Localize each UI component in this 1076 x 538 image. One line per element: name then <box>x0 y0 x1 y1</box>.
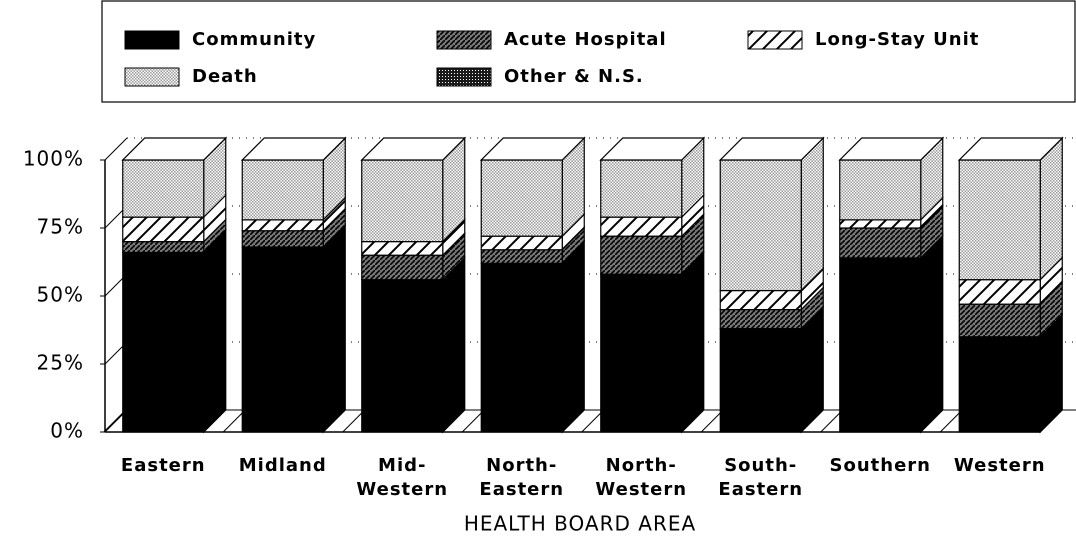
floor-divider <box>581 409 605 433</box>
bar-segment <box>600 235 683 275</box>
bar-segment <box>361 279 444 433</box>
bar-segment <box>241 246 324 433</box>
floor-divider <box>461 409 485 433</box>
x-tick-label: North-Western <box>595 455 687 500</box>
bar-segment <box>480 235 563 251</box>
bar-side <box>681 250 705 434</box>
floor-divider <box>939 409 963 433</box>
bar-segment <box>839 257 922 433</box>
x-tick-label: Mid-Western <box>356 455 448 500</box>
bar-side <box>203 229 227 434</box>
bar-segment <box>958 159 1041 281</box>
legend-label: Long-Stay Unit <box>815 29 979 50</box>
legend-label: Other & N.S. <box>504 66 644 87</box>
bar-side <box>920 234 944 434</box>
bar-top <box>838 137 945 161</box>
legend-label: Community <box>192 29 316 50</box>
bar-segment <box>600 159 683 218</box>
bar-segment <box>361 254 444 281</box>
bar-segment <box>719 289 802 311</box>
bar-side <box>442 256 466 434</box>
bar-top <box>240 137 347 161</box>
tick-connector <box>104 137 128 161</box>
legend-swatch <box>124 30 180 50</box>
floor-divider <box>700 409 724 433</box>
x-tick-label: North-Eastern <box>479 455 564 500</box>
legend-swatch <box>124 67 180 87</box>
bar-segment <box>241 230 324 248</box>
x-tick-label: South-Eastern <box>718 455 803 500</box>
bar-segment <box>839 227 922 259</box>
legend-box <box>101 0 1076 103</box>
y-tick-label: 0% <box>50 419 84 443</box>
bar-segment <box>839 219 922 229</box>
bar-segment <box>122 216 205 243</box>
legend-label: Acute Hospital <box>504 29 667 50</box>
x-tick-label: Western <box>954 455 1046 476</box>
bar-top <box>957 137 1064 161</box>
y-tick-label: 25% <box>37 351 84 375</box>
floor-divider <box>820 409 844 433</box>
bar-segment <box>480 249 563 264</box>
x-tick-label: Southern <box>830 455 931 476</box>
legend-swatch <box>436 30 492 50</box>
bar-segment <box>839 159 922 221</box>
bar-top <box>599 137 706 161</box>
bar-side <box>322 223 346 434</box>
bar-side <box>800 136 824 293</box>
bar-segment <box>241 219 324 232</box>
bar-segment <box>480 262 563 433</box>
floor-divider <box>342 409 366 433</box>
legend-swatch <box>436 67 492 87</box>
bar-segment <box>600 273 683 433</box>
bar-side <box>561 239 585 434</box>
bar-top <box>718 137 825 161</box>
bar-segment <box>361 159 444 243</box>
bar-segment <box>719 328 802 433</box>
floor-divider <box>222 409 246 433</box>
bar-segment <box>122 251 205 433</box>
bar-segment <box>241 159 324 221</box>
y-tick-label: 100% <box>23 147 84 171</box>
x-tick-label: Eastern <box>121 455 206 476</box>
floor-divider <box>103 409 127 433</box>
bar-top <box>121 137 228 161</box>
bar-segment <box>958 336 1041 433</box>
x-axis-title: HEALTH BOARD AREA <box>464 512 696 536</box>
bar-segment <box>958 279 1041 305</box>
bar-segment <box>600 216 683 237</box>
x-tick-label: Midland <box>239 455 327 476</box>
y-tick-label: 75% <box>37 215 84 239</box>
legend-swatch <box>747 30 803 50</box>
bar-segment <box>122 241 205 254</box>
bar-segment <box>958 303 1041 338</box>
bar-segment <box>122 159 205 218</box>
legend-label: Death <box>192 66 258 87</box>
bar-side <box>1039 136 1063 282</box>
bar-segment <box>361 241 444 256</box>
bar-segment <box>719 159 802 292</box>
bar-segment <box>719 309 802 330</box>
y-tick-label: 50% <box>37 283 84 307</box>
bar-top <box>479 137 586 161</box>
bar-top <box>360 137 467 161</box>
bar-segment <box>480 159 563 237</box>
